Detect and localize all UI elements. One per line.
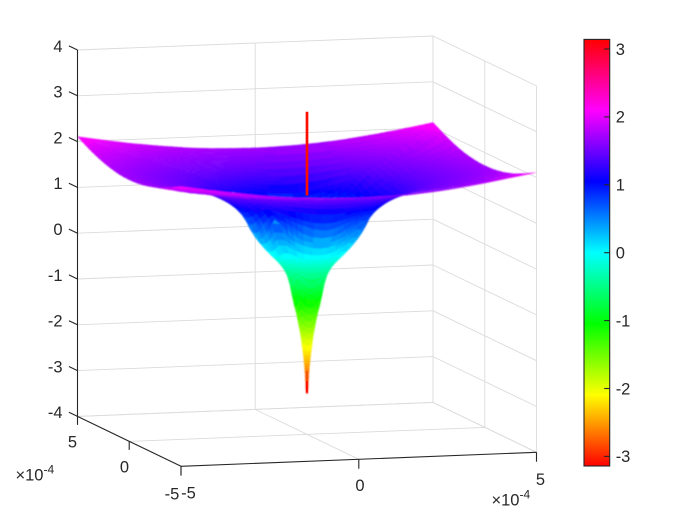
svg-text:3: 3 [53,84,62,102]
svg-text:-3: -3 [48,358,63,376]
svg-text:-4: -4 [48,404,63,422]
svg-text:-2: -2 [48,313,63,331]
svg-text:0: 0 [616,245,625,263]
svg-text:2: 2 [53,129,62,147]
svg-text:-3: -3 [616,448,631,466]
svg-text:5: 5 [68,433,77,451]
svg-text:0: 0 [355,477,364,495]
svg-text:-2: -2 [616,380,631,398]
svg-text:-1: -1 [616,312,631,330]
svg-text:-5: -5 [165,485,180,503]
svg-text:5: 5 [536,471,545,489]
svg-text:1: 1 [53,175,62,193]
svg-text:1: 1 [616,177,625,195]
svg-text:-1: -1 [48,267,63,285]
svg-text:2: 2 [616,109,625,127]
svg-text:4: 4 [53,38,62,56]
svg-text:0: 0 [120,458,129,476]
svg-text:3: 3 [616,41,625,59]
svg-text:-5: -5 [181,485,196,503]
svg-text:0: 0 [53,221,62,239]
